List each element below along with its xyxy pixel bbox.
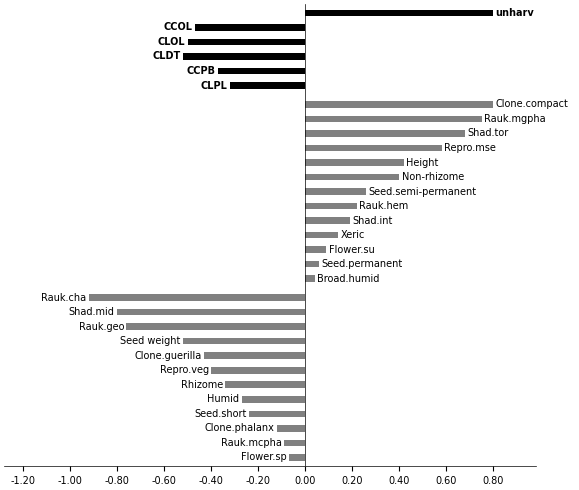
Bar: [225, 382, 305, 388]
Text: CLPL: CLPL: [201, 80, 228, 91]
Text: Rhizome: Rhizome: [181, 380, 223, 390]
Text: Repro.mse: Repro.mse: [444, 143, 496, 153]
Bar: [89, 294, 305, 301]
Text: CLOL: CLOL: [157, 37, 185, 47]
Bar: [305, 174, 400, 180]
Text: Broad.humid: Broad.humid: [317, 274, 379, 284]
Bar: [284, 440, 305, 446]
Bar: [305, 10, 493, 16]
Text: Humid: Humid: [207, 394, 239, 404]
Text: Clone.compact: Clone.compact: [496, 99, 569, 109]
Bar: [249, 411, 305, 417]
Text: Clone.guerilla: Clone.guerilla: [134, 351, 201, 361]
Text: Shad.tor: Shad.tor: [467, 128, 509, 139]
Bar: [305, 232, 338, 239]
Text: Height: Height: [406, 157, 439, 168]
Text: Seed.permanent: Seed.permanent: [322, 259, 403, 269]
Text: unharv: unharv: [496, 8, 534, 18]
Bar: [305, 145, 442, 151]
Bar: [305, 203, 357, 209]
Text: Seed weight: Seed weight: [120, 336, 181, 346]
Bar: [305, 101, 493, 108]
Bar: [305, 261, 320, 268]
Bar: [241, 396, 305, 403]
Bar: [183, 338, 305, 344]
Bar: [305, 275, 314, 282]
Text: Flower.su: Flower.su: [329, 245, 375, 255]
Bar: [305, 130, 465, 137]
Bar: [305, 218, 350, 224]
Text: CCOL: CCOL: [163, 23, 192, 32]
Text: Rauk.mcpha: Rauk.mcpha: [221, 438, 282, 448]
Text: Rauk.cha: Rauk.cha: [41, 293, 86, 303]
Bar: [230, 82, 305, 89]
Bar: [289, 454, 305, 461]
Text: Seed.semi-permanent: Seed.semi-permanent: [369, 187, 477, 196]
Text: Shad.int: Shad.int: [352, 216, 393, 225]
Bar: [195, 24, 305, 31]
Text: CLDT: CLDT: [152, 51, 181, 61]
Text: Non-rhizome: Non-rhizome: [402, 172, 464, 182]
Text: Xeric: Xeric: [340, 230, 365, 240]
Text: Clone.phalanx: Clone.phalanx: [205, 423, 274, 433]
Bar: [126, 323, 305, 330]
Text: Rauk.hem: Rauk.hem: [360, 201, 409, 211]
Text: Flower.sp: Flower.sp: [241, 452, 287, 463]
Bar: [183, 53, 305, 60]
Bar: [218, 68, 305, 74]
Bar: [211, 367, 305, 373]
Bar: [188, 39, 305, 45]
Bar: [117, 309, 305, 316]
Bar: [305, 246, 327, 253]
Bar: [305, 188, 367, 195]
Bar: [204, 352, 305, 359]
Text: Rauk.geo: Rauk.geo: [79, 321, 124, 332]
Text: Shad.mid: Shad.mid: [69, 307, 115, 317]
Text: CCPB: CCPB: [187, 66, 216, 76]
Bar: [277, 425, 305, 432]
Bar: [305, 116, 482, 122]
Text: Rauk.mgpha: Rauk.mgpha: [484, 114, 545, 124]
Text: Repro.veg: Repro.veg: [160, 365, 209, 375]
Bar: [305, 159, 404, 166]
Text: Seed.short: Seed.short: [194, 409, 247, 419]
